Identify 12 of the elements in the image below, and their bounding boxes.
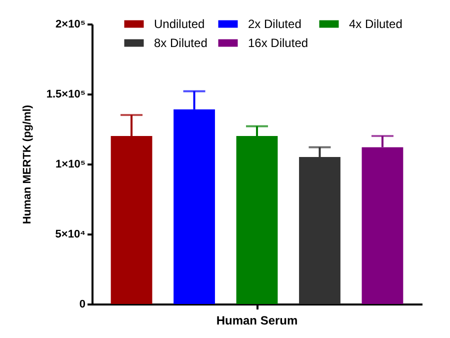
y-tick-label: 1.5×10⁵ <box>46 88 86 100</box>
legend-label: 2x Diluted <box>248 17 302 31</box>
y-tick-label: 1×10⁵ <box>56 158 86 170</box>
legend-label: Undiluted <box>154 17 205 31</box>
y-axis-title: Human MERTK (pg/ml) <box>21 104 34 224</box>
legend-label: 16x Diluted <box>248 36 308 50</box>
y-tick-label: 5×10⁴ <box>55 228 86 240</box>
y-tick-label: 0 <box>79 298 86 310</box>
x-tick-label: Human Serum <box>216 314 298 328</box>
legend-label: 8x Diluted <box>154 36 208 50</box>
legend-label: 4x Diluted <box>349 17 402 31</box>
y-tick-label: 2×10⁵ <box>56 18 86 30</box>
